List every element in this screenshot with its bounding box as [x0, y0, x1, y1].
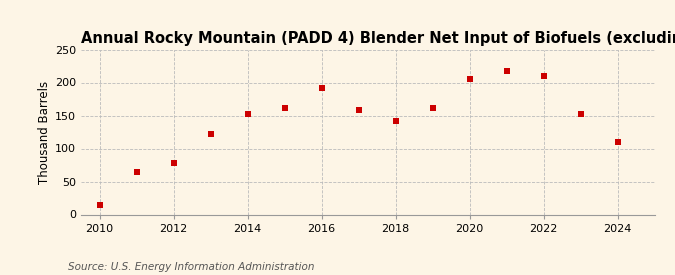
Text: Source: U.S. Energy Information Administration: Source: U.S. Energy Information Administ… — [68, 262, 314, 272]
Y-axis label: Thousand Barrels: Thousand Barrels — [38, 80, 51, 184]
Text: Annual Rocky Mountain (PADD 4) Blender Net Input of Biofuels (excluding Fuel Eth: Annual Rocky Mountain (PADD 4) Blender N… — [81, 31, 675, 46]
